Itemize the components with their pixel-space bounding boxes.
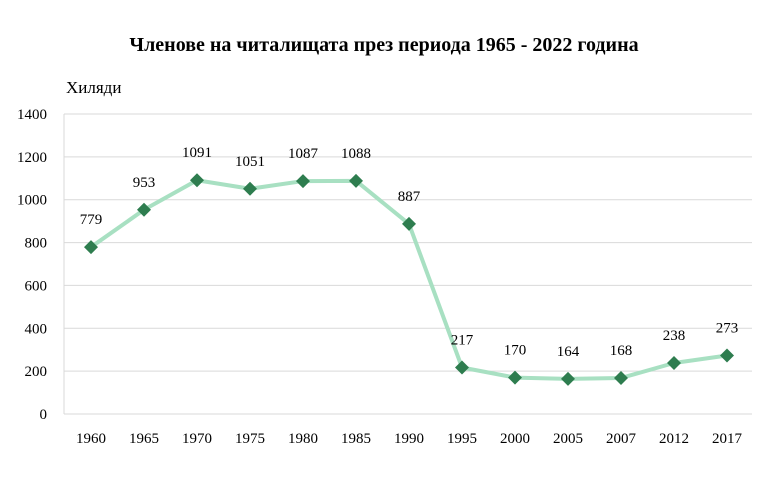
x-tick-label: 2007: [606, 431, 637, 447]
data-label: 217: [451, 333, 474, 349]
x-tick-label: 2000: [500, 431, 530, 447]
data-markers: [84, 173, 734, 386]
x-tick-label: 2017: [712, 431, 743, 447]
gridlines: [63, 113, 752, 415]
x-tick-label: 1975: [235, 431, 265, 447]
data-point-marker: [190, 173, 204, 188]
y-tick-label: 200: [25, 364, 48, 380]
data-point-marker: [296, 174, 310, 189]
chart-title: Членове на читалищата през периода 1965 …: [129, 34, 639, 56]
x-axis-ticks: 1960 1965 1970 1975 1980 1985 1990 1995 2000 2005…: [76, 431, 743, 447]
x-tick-label: 1965: [129, 431, 159, 447]
y-tick-label: 0: [40, 407, 48, 423]
y-tick-label: 1000: [17, 193, 47, 209]
data-label: 170: [504, 343, 527, 359]
data-label: 887: [398, 189, 421, 205]
data-label: 164: [557, 344, 580, 360]
y-tick-label: 1200: [17, 150, 47, 166]
data-point-marker: [508, 370, 522, 385]
x-tick-label: 1970: [182, 431, 212, 447]
y-tick-label: 600: [25, 278, 48, 294]
data-label: 1091: [182, 145, 212, 161]
data-label: 953: [133, 175, 156, 191]
x-tick-label: 2012: [659, 431, 689, 447]
x-tick-label: 1980: [288, 431, 318, 447]
y-axis-label: Хиляди: [66, 78, 121, 97]
data-point-marker: [614, 371, 628, 385]
data-point-marker: [455, 360, 469, 375]
y-axis-ticks: 0 200 400 600 800 1000 1200 1400: [17, 107, 47, 423]
x-tick-label: 1960: [76, 431, 106, 447]
y-tick-label: 1400: [17, 107, 47, 123]
x-tick-label: 1985: [341, 431, 371, 447]
data-point-marker: [243, 181, 257, 196]
data-label: 1087: [288, 146, 319, 162]
data-point-marker: [561, 371, 575, 386]
data-point-marker: [720, 348, 734, 363]
data-labels: 779 953 1091 1051 1087 1088 887 217 170 164 168 238…: [80, 145, 739, 360]
data-label: 1051: [235, 154, 265, 170]
data-point-marker: [667, 356, 681, 370]
y-tick-label: 400: [25, 321, 48, 337]
x-tick-label: 1995: [447, 431, 477, 447]
data-point-marker: [349, 173, 363, 188]
y-tick-label: 800: [25, 236, 48, 252]
data-label: 273: [716, 321, 739, 337]
data-point-marker: [84, 240, 98, 255]
data-point-marker: [402, 216, 416, 231]
x-tick-label: 2005: [553, 431, 583, 447]
data-label: 168: [610, 343, 633, 359]
data-label: 238: [663, 328, 686, 344]
data-label: 1088: [341, 146, 371, 162]
x-tick-label: 1990: [394, 431, 424, 447]
data-label: 779: [80, 212, 103, 228]
data-point-marker: [137, 202, 151, 217]
